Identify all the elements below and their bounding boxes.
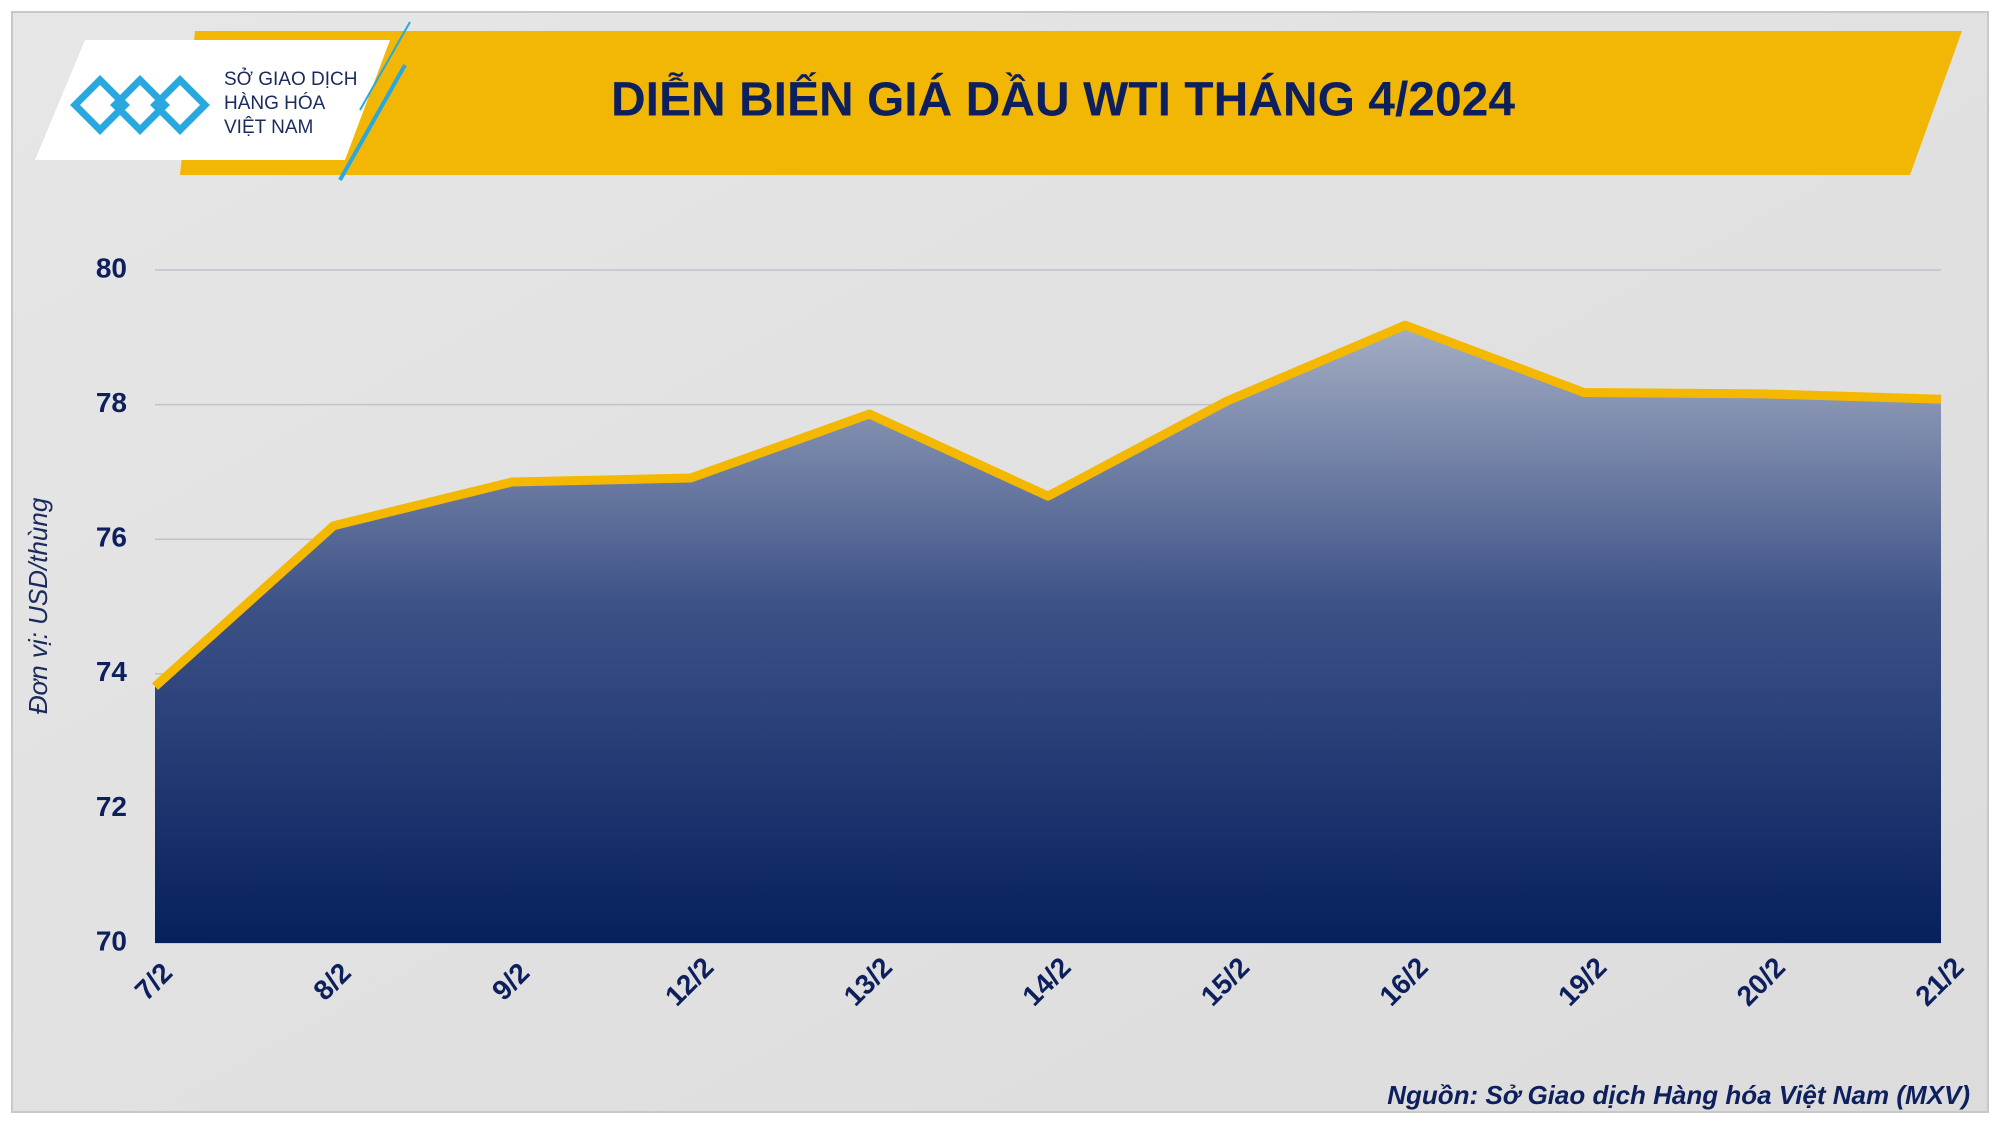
- chart-title: DIỄN BIẾN GIÁ DẦU WTI THÁNG 4/2024: [611, 73, 1515, 127]
- logo-box: [35, 40, 390, 160]
- y-tick-label: 74: [96, 656, 128, 687]
- logo-accent: [359, 21, 411, 111]
- y-tick-label: 72: [96, 791, 127, 822]
- logo-text: HÀNG HÓA: [224, 92, 326, 114]
- title-banner: [180, 31, 1962, 175]
- y-tick-label: 76: [96, 522, 127, 553]
- source-note: Nguồn: Sở Giao dịch Hàng hóa Việt Nam (M…: [1387, 1080, 1970, 1110]
- logo-text: VIỆT NAM: [224, 116, 313, 138]
- y-tick-label: 78: [96, 387, 127, 418]
- logo-text: SỞ GIAO DỊCH: [224, 68, 357, 90]
- area: [155, 325, 1941, 943]
- y-axis-label: Đơn vị: USD/thùng: [23, 497, 53, 714]
- y-tick-label: 70: [96, 925, 127, 956]
- logo-icon: [70, 75, 210, 135]
- y-tick-label: 80: [96, 252, 127, 283]
- line: [151, 320, 1942, 690]
- logo-accent: [338, 64, 407, 181]
